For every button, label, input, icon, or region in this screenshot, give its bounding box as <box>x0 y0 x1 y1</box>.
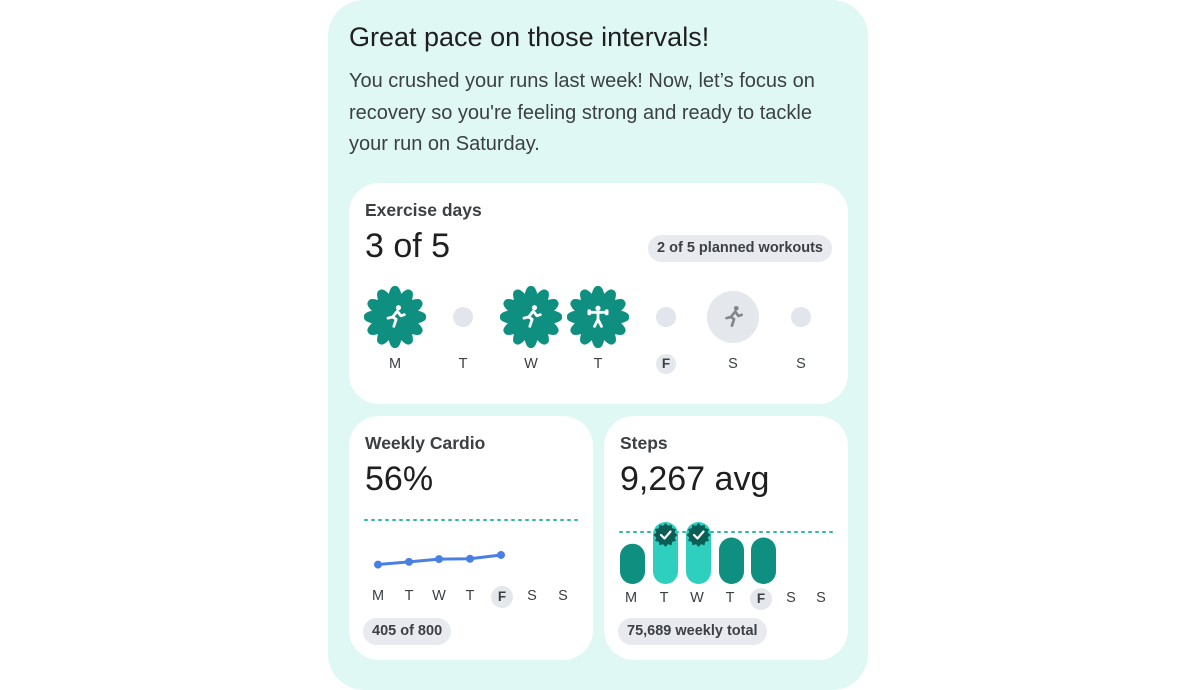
no-activity-dot <box>656 307 676 327</box>
cardio-data-point <box>497 550 505 559</box>
day-label: S <box>728 356 738 372</box>
exercise-days-title: Exercise days <box>365 200 482 220</box>
today-day-label: F <box>491 586 513 608</box>
day-label: S <box>558 588 568 604</box>
day-label: T <box>659 590 669 606</box>
no-activity-dot <box>453 307 473 327</box>
day-friday[interactable] <box>631 282 701 352</box>
today-day-label: F <box>656 354 676 374</box>
steps-title: Steps <box>620 433 668 453</box>
weekly-cardio-title: Weekly Cardio <box>365 433 486 453</box>
day-label: T <box>458 356 468 372</box>
exercise-days-card[interactable]: Exercise days 3 of 5 2 of 5 planned work… <box>349 183 848 404</box>
day-label: S <box>816 590 826 606</box>
day-label: T <box>725 590 735 606</box>
planned-workouts-chip: 2 of 5 planned workouts <box>648 235 832 262</box>
cardio-data-point <box>405 557 413 566</box>
day-tuesday[interactable] <box>428 282 498 352</box>
day-label: S <box>786 590 796 606</box>
exercise-days-value: 3 of 5 <box>365 227 451 265</box>
cardio-data-point <box>466 554 474 563</box>
steps-bar-chart <box>619 522 835 584</box>
steps-bar <box>620 543 645 584</box>
cardio-total-chip: 405 of 800 <box>363 618 452 645</box>
day-label: M <box>624 590 638 606</box>
day-label: T <box>404 588 414 604</box>
weekly-cardio-card[interactable]: Weekly Cardio 56% M T W T F S S 405 of 8… <box>349 416 593 660</box>
running-icon <box>725 305 743 327</box>
cardio-trend-chart <box>364 519 580 569</box>
cardio-data-point <box>374 560 382 569</box>
headline: Great pace on those intervals! <box>349 22 710 52</box>
day-label: M <box>388 356 402 372</box>
steps-total-chip: 75,689 weekly total <box>618 618 767 645</box>
day-sunday[interactable] <box>766 282 836 352</box>
day-label: M <box>371 588 385 604</box>
steps-card[interactable]: Steps 9,267 avg M T W T F S S 75,689 wee… <box>604 416 848 660</box>
running-icon <box>522 305 542 328</box>
day-label: W <box>432 588 446 604</box>
day-label: S <box>796 356 806 372</box>
no-activity-dot <box>791 307 811 327</box>
day-saturday[interactable] <box>698 282 768 352</box>
today-day-label: F <box>750 588 772 610</box>
goal-met-badge-icon <box>653 523 678 547</box>
day-label: T <box>593 356 603 372</box>
day-label: W <box>524 356 538 372</box>
steps-bar <box>719 537 744 584</box>
steps-bar <box>751 537 776 584</box>
strength-training-icon <box>587 305 609 328</box>
running-icon <box>386 305 406 328</box>
goal-met-badge-icon <box>686 523 711 547</box>
weekly-cardio-value: 56% <box>365 460 434 498</box>
day-label: T <box>465 588 475 604</box>
summary-message: You crushed your runs last week! Now, le… <box>349 70 815 155</box>
cardio-data-point <box>435 555 443 564</box>
steps-value: 9,267 avg <box>620 460 770 498</box>
day-label: W <box>690 590 704 606</box>
day-label: S <box>527 588 537 604</box>
